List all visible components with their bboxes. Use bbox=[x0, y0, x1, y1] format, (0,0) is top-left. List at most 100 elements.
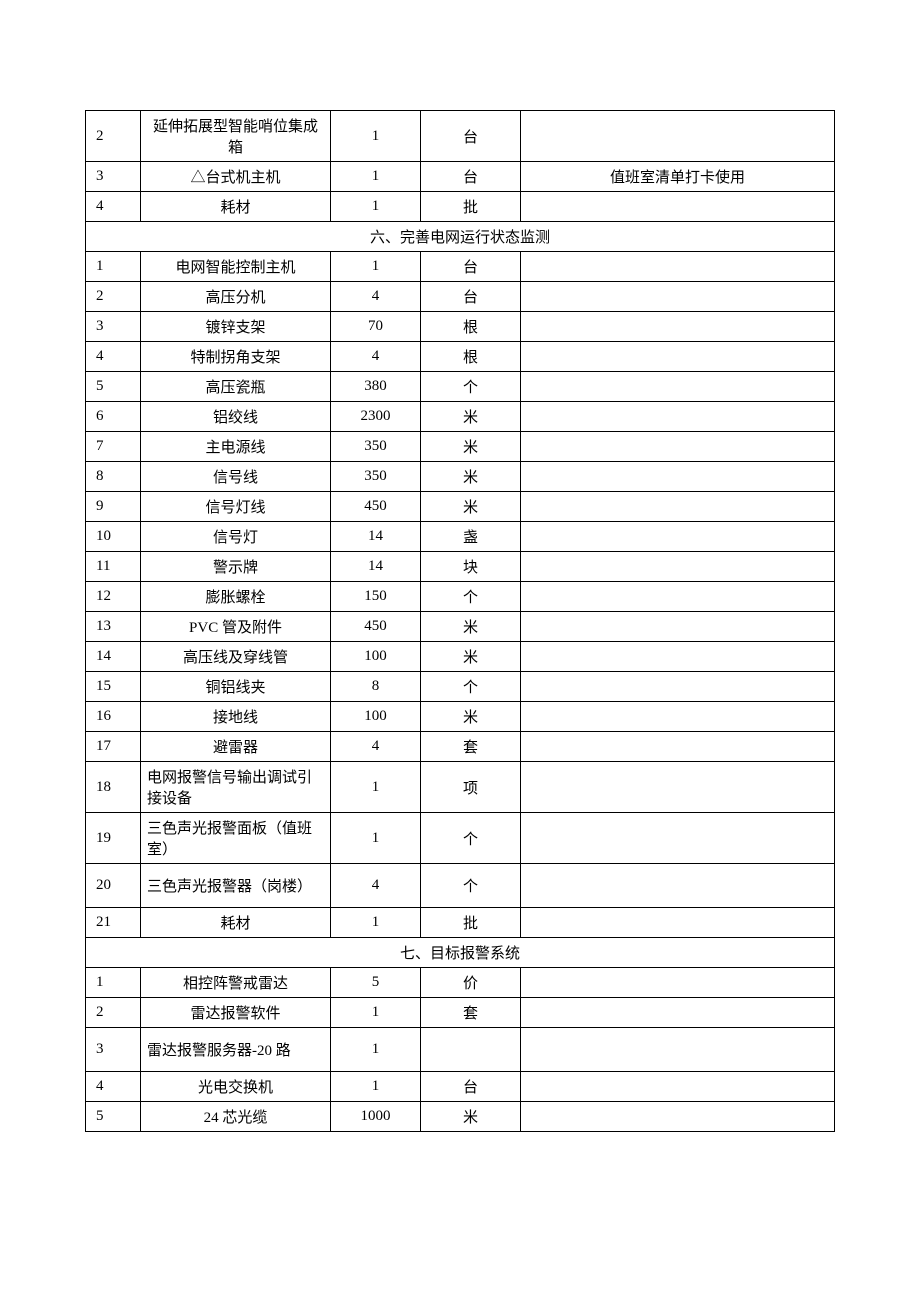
row-item-name: 延伸拓展型智能哨位集成箱 bbox=[141, 111, 331, 162]
row-item-name: 膨胀螺栓 bbox=[141, 582, 331, 612]
table-row: 3雷达报警服务器-20 路1 bbox=[86, 1028, 835, 1072]
row-number: 18 bbox=[86, 762, 141, 813]
row-note bbox=[521, 1028, 835, 1072]
row-quantity: 1 bbox=[331, 111, 421, 162]
row-quantity: 4 bbox=[331, 282, 421, 312]
row-note bbox=[521, 813, 835, 864]
row-quantity: 1 bbox=[331, 192, 421, 222]
row-unit: 台 bbox=[421, 1072, 521, 1102]
row-number: 5 bbox=[86, 372, 141, 402]
row-quantity: 8 bbox=[331, 672, 421, 702]
section-header: 六、完善电网运行状态监测 bbox=[86, 222, 835, 252]
row-number: 17 bbox=[86, 732, 141, 762]
table-row: 8信号线350米 bbox=[86, 462, 835, 492]
row-number: 11 bbox=[86, 552, 141, 582]
table-row: 4耗材1批 bbox=[86, 192, 835, 222]
row-note: 值班室清单打卡使用 bbox=[521, 162, 835, 192]
row-quantity: 2300 bbox=[331, 402, 421, 432]
row-item-name: 高压分机 bbox=[141, 282, 331, 312]
row-item-name: 雷达报警软件 bbox=[141, 998, 331, 1028]
row-quantity: 14 bbox=[331, 552, 421, 582]
table-row: 1电网智能控制主机1台 bbox=[86, 252, 835, 282]
row-item-name: 三色声光报警面板（值班室） bbox=[141, 813, 331, 864]
table-row: 14高压线及穿线管100米 bbox=[86, 642, 835, 672]
row-note bbox=[521, 864, 835, 908]
table-row: 6铝绞线2300米 bbox=[86, 402, 835, 432]
row-item-name: △台式机主机 bbox=[141, 162, 331, 192]
row-number: 13 bbox=[86, 612, 141, 642]
row-unit: 台 bbox=[421, 252, 521, 282]
row-number: 9 bbox=[86, 492, 141, 522]
row-number: 4 bbox=[86, 342, 141, 372]
row-note bbox=[521, 342, 835, 372]
table-row: 13PVC 管及附件450米 bbox=[86, 612, 835, 642]
row-unit: 个 bbox=[421, 372, 521, 402]
row-note bbox=[521, 522, 835, 552]
row-note bbox=[521, 998, 835, 1028]
table-row: 20三色声光报警器（岗楼）4个 bbox=[86, 864, 835, 908]
table-row: 16接地线100米 bbox=[86, 702, 835, 732]
row-item-name: 电网智能控制主机 bbox=[141, 252, 331, 282]
row-note bbox=[521, 462, 835, 492]
row-unit: 块 bbox=[421, 552, 521, 582]
row-quantity: 380 bbox=[331, 372, 421, 402]
row-note bbox=[521, 612, 835, 642]
row-unit: 米 bbox=[421, 462, 521, 492]
row-unit: 根 bbox=[421, 342, 521, 372]
row-quantity: 350 bbox=[331, 462, 421, 492]
row-item-name: 镀锌支架 bbox=[141, 312, 331, 342]
row-quantity: 350 bbox=[331, 432, 421, 462]
row-note bbox=[521, 1102, 835, 1132]
table-row: 15铜铝线夹8个 bbox=[86, 672, 835, 702]
table-row: 21耗材1批 bbox=[86, 908, 835, 938]
row-number: 16 bbox=[86, 702, 141, 732]
row-item-name: 耗材 bbox=[141, 192, 331, 222]
row-quantity: 4 bbox=[331, 864, 421, 908]
row-note bbox=[521, 968, 835, 998]
row-note bbox=[521, 642, 835, 672]
row-number: 2 bbox=[86, 998, 141, 1028]
row-quantity: 70 bbox=[331, 312, 421, 342]
row-unit: 套 bbox=[421, 732, 521, 762]
table-row: 3镀锌支架70根 bbox=[86, 312, 835, 342]
section-header-row: 六、完善电网运行状态监测 bbox=[86, 222, 835, 252]
table-row: 18电网报警信号输出调试引接设备1项 bbox=[86, 762, 835, 813]
row-note bbox=[521, 582, 835, 612]
table-row: 17避雷器4套 bbox=[86, 732, 835, 762]
table-row: 11警示牌14块 bbox=[86, 552, 835, 582]
row-number: 3 bbox=[86, 162, 141, 192]
row-unit bbox=[421, 1028, 521, 1072]
row-item-name: 雷达报警服务器-20 路 bbox=[141, 1028, 331, 1072]
row-number: 6 bbox=[86, 402, 141, 432]
row-unit: 台 bbox=[421, 162, 521, 192]
row-note bbox=[521, 762, 835, 813]
row-unit: 台 bbox=[421, 111, 521, 162]
row-quantity: 14 bbox=[331, 522, 421, 552]
table-row: 2延伸拓展型智能哨位集成箱1台 bbox=[86, 111, 835, 162]
row-item-name: 主电源线 bbox=[141, 432, 331, 462]
table-row: 2雷达报警软件1套 bbox=[86, 998, 835, 1028]
row-unit: 台 bbox=[421, 282, 521, 312]
row-unit: 个 bbox=[421, 813, 521, 864]
row-note bbox=[521, 252, 835, 282]
table-row: 10信号灯14盏 bbox=[86, 522, 835, 552]
row-quantity: 450 bbox=[331, 612, 421, 642]
row-quantity: 1 bbox=[331, 252, 421, 282]
row-note bbox=[521, 908, 835, 938]
row-number: 1 bbox=[86, 968, 141, 998]
row-quantity: 4 bbox=[331, 732, 421, 762]
row-item-name: 耗材 bbox=[141, 908, 331, 938]
table-row: 1相控阵警戒雷达5价 bbox=[86, 968, 835, 998]
row-item-name: 警示牌 bbox=[141, 552, 331, 582]
row-note bbox=[521, 552, 835, 582]
row-number: 10 bbox=[86, 522, 141, 552]
row-number: 5 bbox=[86, 1102, 141, 1132]
row-item-name: 铝绞线 bbox=[141, 402, 331, 432]
row-unit: 米 bbox=[421, 432, 521, 462]
row-quantity: 5 bbox=[331, 968, 421, 998]
row-note bbox=[521, 492, 835, 522]
row-note bbox=[521, 372, 835, 402]
row-number: 2 bbox=[86, 282, 141, 312]
table-row: 4光电交换机1台 bbox=[86, 1072, 835, 1102]
table-row: 12膨胀螺栓150个 bbox=[86, 582, 835, 612]
